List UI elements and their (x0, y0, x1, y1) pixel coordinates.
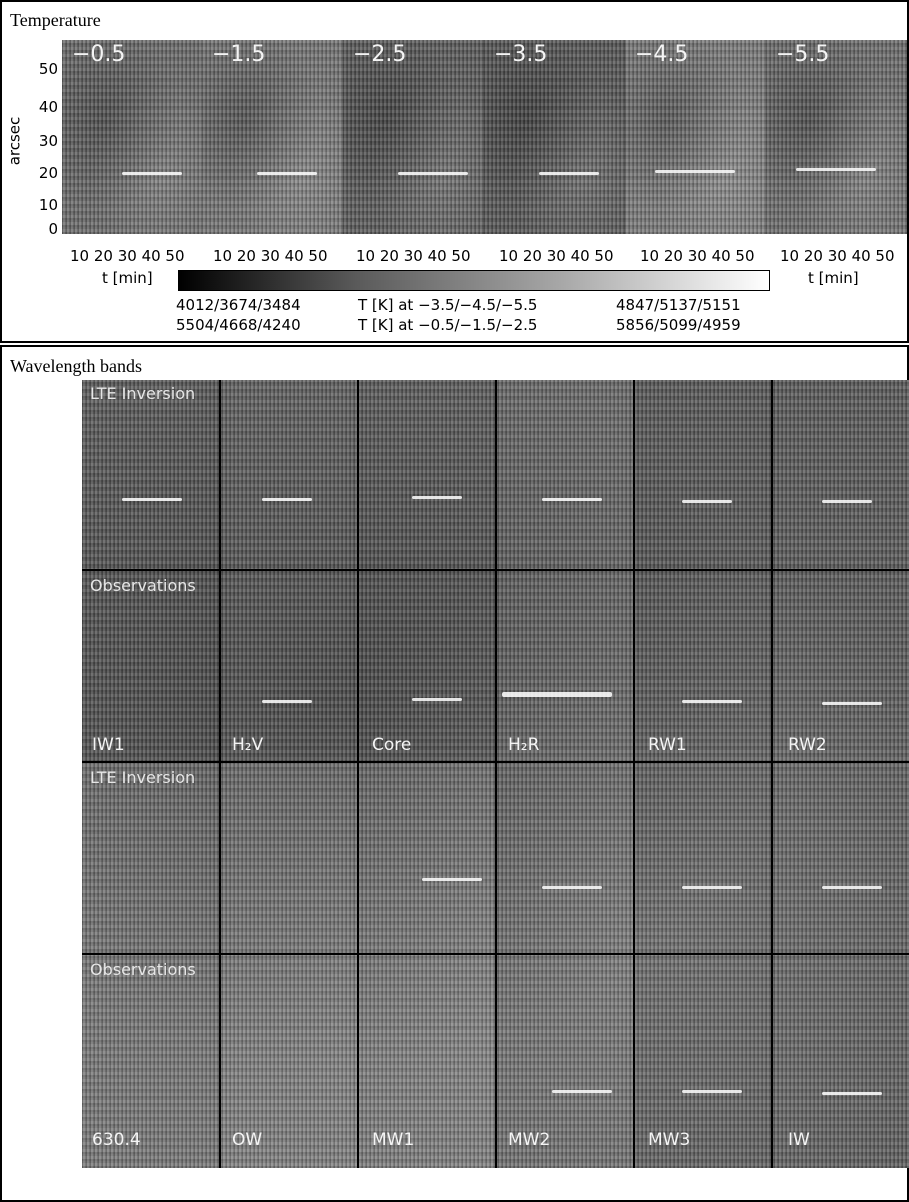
x-axis-label-left: t [min] (102, 269, 153, 287)
xtick-group: 10 20 30 40 50 (499, 247, 614, 265)
band-label: MW1 (372, 1130, 415, 1150)
panel-label: −4.5 (635, 42, 689, 67)
xtick-group: 10 20 30 40 50 (70, 247, 185, 265)
band-label: IW1 (92, 735, 125, 755)
temperature-panel-2: −1.5 (202, 40, 343, 234)
band-label: Core (372, 735, 412, 755)
panel-label: −2.5 (353, 42, 407, 67)
colorbar-min-lower: 5504/4668/4240 (176, 316, 301, 334)
temperature-title: Temperature (10, 10, 101, 30)
ytick: 10 (38, 196, 58, 214)
temperature-frame: Temperature arcsec 50 40 30 20 10 0 −0.5… (0, 0, 909, 343)
xtick-group: 10 20 30 40 50 (640, 247, 755, 265)
row-label: LTE Inversion (90, 384, 196, 403)
colorbar-label-upper: T [K] at −3.5/−4.5/−5.5 (358, 296, 538, 314)
band-label: RW2 (788, 735, 827, 755)
colorbar (178, 270, 770, 291)
band-label: RW1 (648, 735, 687, 755)
band-label: MW2 (508, 1130, 551, 1150)
ytick: 50 (38, 60, 58, 78)
temperature-panel-4: −3.5 (484, 40, 625, 234)
temperature-panel-5: −4.5 (625, 40, 766, 234)
band-label: 630.4 (92, 1130, 141, 1150)
colorbar-label-lower: T [K] at −0.5/−1.5/−2.5 (358, 316, 538, 334)
ytick: 20 (38, 164, 58, 182)
ytick: 40 (38, 98, 58, 116)
temperature-panel-6: −5.5 (766, 40, 907, 234)
band-label: H₂R (508, 735, 540, 755)
wavelength-grid: LTE Inversion Observations LTE Inversion… (82, 380, 909, 1168)
ytick: 30 (38, 132, 58, 150)
temperature-panel-3: −2.5 (343, 40, 484, 234)
band-label: H₂V (232, 735, 264, 755)
colorbar-max-lower: 5856/5099/4959 (616, 316, 741, 334)
band-label: IW (788, 1130, 810, 1150)
x-axis-label-right: t [min] (808, 269, 859, 287)
colorbar-max-upper: 4847/5137/5151 (616, 296, 741, 314)
band-label: MW3 (648, 1130, 691, 1150)
y-axis-label: arcsec (5, 116, 24, 166)
panel-label: −0.5 (72, 42, 126, 67)
panel-label: −5.5 (776, 42, 830, 67)
panel-label: −3.5 (494, 42, 548, 67)
colorbar-min-upper: 4012/3674/3484 (176, 296, 301, 314)
panel-label: −1.5 (212, 42, 266, 67)
row-label: Observations (90, 960, 196, 979)
ytick: 0 (48, 220, 58, 238)
row-label: LTE Inversion (90, 768, 196, 787)
wavelength-frame: Wavelength bands (0, 345, 909, 1202)
xtick-group: 10 20 30 40 50 (356, 247, 471, 265)
wavelength-title: Wavelength bands (10, 356, 143, 376)
band-label: OW (232, 1130, 263, 1150)
xtick-group: 10 20 30 40 50 (780, 247, 895, 265)
temperature-panel-1: −0.5 (62, 40, 202, 234)
row-label: Observations (90, 576, 196, 595)
xtick-group: 10 20 30 40 50 (213, 247, 328, 265)
